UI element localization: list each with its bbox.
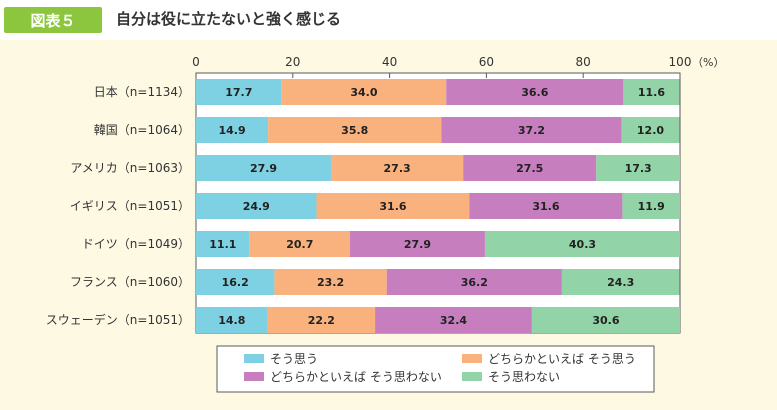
x-tick-label-0: 0 bbox=[192, 55, 200, 69]
data-label: 23.2 bbox=[317, 276, 344, 289]
bar-segment-s3 bbox=[531, 307, 680, 333]
figure-number-badge: 図表５ bbox=[4, 7, 102, 33]
data-label: 12.0 bbox=[637, 124, 664, 137]
bar-segment-s3 bbox=[596, 155, 680, 181]
data-label: 14.8 bbox=[218, 314, 245, 327]
data-label: 35.8 bbox=[341, 124, 368, 137]
data-label: 16.2 bbox=[222, 276, 249, 289]
bar-segment-s0 bbox=[196, 307, 268, 333]
data-label: 31.6 bbox=[532, 200, 559, 213]
data-label: 11.1 bbox=[209, 238, 236, 251]
bar-segment-s2 bbox=[375, 307, 532, 333]
figure-title: 自分は役に立たないと強く感じる bbox=[116, 10, 342, 28]
bar-segment-s1 bbox=[331, 155, 464, 181]
data-label: 14.9 bbox=[218, 124, 245, 137]
x-unit-label: （%） bbox=[692, 56, 724, 69]
bar-segment-s0 bbox=[196, 193, 317, 219]
category-label: アメリカ（n=1063） bbox=[70, 161, 190, 175]
data-label: 27.9 bbox=[250, 162, 277, 175]
legend-swatch-2 bbox=[244, 372, 264, 381]
bar-segment-s3 bbox=[623, 79, 680, 105]
data-label: 24.3 bbox=[607, 276, 634, 289]
bar-segment-s2 bbox=[446, 79, 624, 105]
data-label: 17.3 bbox=[625, 162, 652, 175]
legend-label-3: そう思わない bbox=[488, 370, 560, 384]
data-label: 27.9 bbox=[404, 238, 431, 251]
bar-segment-s2 bbox=[463, 155, 597, 181]
bar-segment-s2 bbox=[349, 231, 485, 257]
data-label: 11.6 bbox=[638, 86, 665, 99]
data-label: 30.6 bbox=[592, 314, 619, 327]
legend-swatch-1 bbox=[462, 354, 482, 363]
category-label: 韓国（n=1064） bbox=[94, 123, 190, 137]
bar-segment-s1 bbox=[268, 117, 442, 143]
x-tick-label-100: 100 bbox=[669, 55, 692, 69]
bar-segment-s0 bbox=[196, 269, 275, 295]
bar-segment-s1 bbox=[316, 193, 470, 219]
bar-segment-s3 bbox=[621, 117, 680, 143]
bar-segment-s1 bbox=[281, 79, 447, 105]
legend-swatch-3 bbox=[462, 372, 482, 381]
data-label: 37.2 bbox=[518, 124, 545, 137]
data-label: 31.6 bbox=[379, 200, 406, 213]
data-label: 27.5 bbox=[516, 162, 543, 175]
data-label: 36.2 bbox=[461, 276, 488, 289]
category-label: スウェーデン（n=1051） bbox=[46, 312, 190, 327]
bar-segment-s0 bbox=[196, 231, 250, 257]
category-label: ドイツ（n=1049） bbox=[82, 237, 190, 251]
data-label: 34.0 bbox=[350, 86, 377, 99]
bar-segment-s1 bbox=[274, 269, 387, 295]
data-label: 22.2 bbox=[308, 314, 335, 327]
legend-swatch-0 bbox=[244, 354, 264, 363]
data-label: 40.3 bbox=[569, 238, 596, 251]
bar-segment-s2 bbox=[441, 117, 622, 143]
bar-segment-s1 bbox=[249, 231, 350, 257]
x-tick-label-60: 60 bbox=[479, 55, 494, 69]
data-label: 17.7 bbox=[225, 86, 252, 99]
legend-label-2: どちらかといえば そう思わない bbox=[270, 370, 442, 384]
bar-segment-s3 bbox=[622, 193, 680, 219]
legend-label-1: どちらかといえば そう思う bbox=[488, 352, 636, 366]
legend-box bbox=[216, 345, 655, 393]
bar-segment-s0 bbox=[196, 155, 332, 181]
data-label: 27.3 bbox=[384, 162, 411, 175]
data-label: 20.7 bbox=[286, 238, 313, 251]
bar-segment-s3 bbox=[484, 231, 680, 257]
data-label: 36.6 bbox=[521, 86, 548, 99]
bar-segment-s0 bbox=[196, 117, 269, 143]
category-label: 日本（n=1134） bbox=[94, 85, 190, 99]
legend-label-0: そう思う bbox=[270, 352, 318, 366]
category-label: イギリス（n=1051） bbox=[70, 199, 190, 213]
x-tick-label-40: 40 bbox=[382, 55, 397, 69]
bar-segment-s2 bbox=[386, 269, 562, 295]
header: 図表５ 自分は役に立たないと強く感じる bbox=[0, 0, 777, 40]
data-label: 11.9 bbox=[638, 200, 665, 213]
x-tick-label-20: 20 bbox=[285, 55, 300, 69]
bar-segment-s0 bbox=[196, 79, 282, 105]
bar-segment-s1 bbox=[267, 307, 376, 333]
data-label: 32.4 bbox=[440, 314, 467, 327]
bar-segment-s3 bbox=[561, 269, 680, 295]
data-label: 24.9 bbox=[243, 200, 270, 213]
category-label: フランス（n=1060） bbox=[70, 275, 190, 289]
x-tick-label-80: 80 bbox=[576, 55, 591, 69]
bar-segment-s2 bbox=[469, 193, 623, 219]
